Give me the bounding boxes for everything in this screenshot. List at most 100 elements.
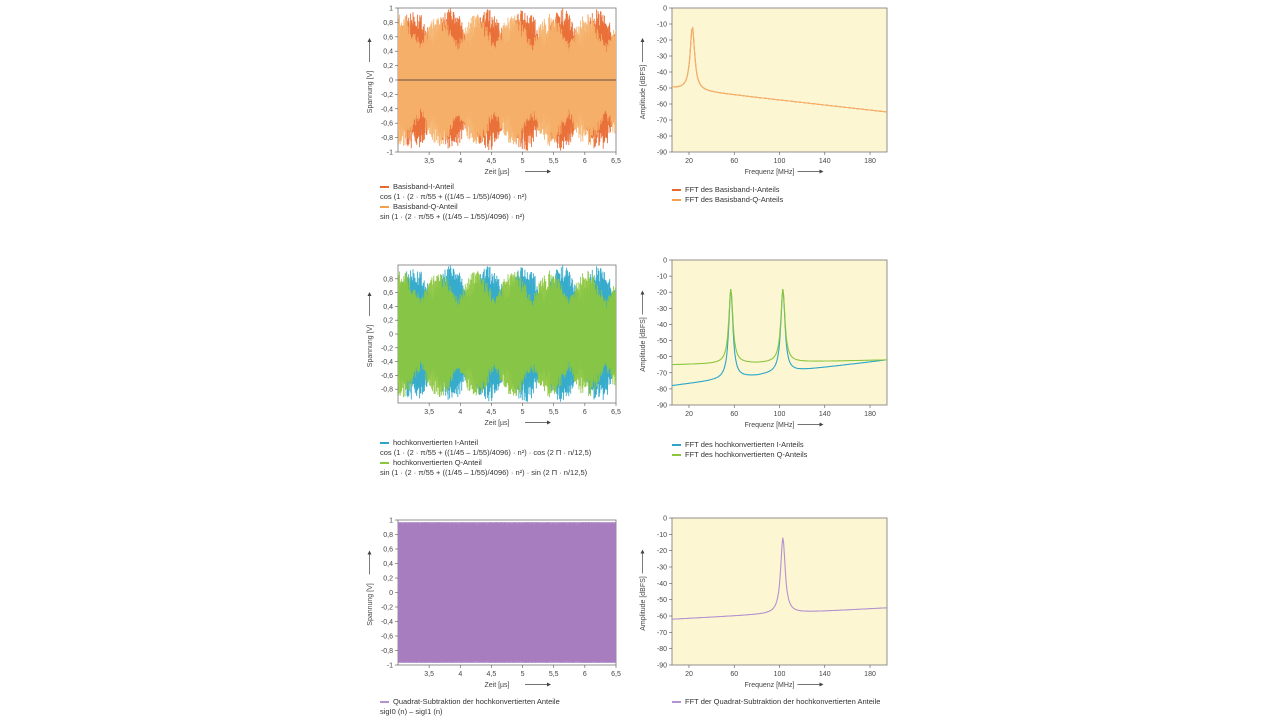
y-tick-label: -70 — [657, 370, 667, 377]
legend-entry: FFT des hochkonvertierten I-Anteils — [672, 440, 807, 450]
y-tick-label: -70 — [657, 630, 667, 637]
y-tick-label: 0 — [389, 78, 393, 85]
x-tick-label: 4,5 — [487, 409, 497, 416]
x-tick-label: 180 — [864, 411, 876, 418]
y-tick-label: -70 — [657, 118, 667, 125]
plot-content — [398, 522, 616, 663]
series-line-2 — [398, 270, 616, 398]
legend-label: FFT des Basisband-Q-Anteils — [685, 195, 784, 204]
legend-label: FFT der Quadrat-Subtraktion der hochkonv… — [685, 697, 881, 706]
legend-formula: cos (1 · (2 · π/55 + ((1/45 – 1/55)/4096… — [380, 192, 527, 201]
y-axis-arrowhead — [367, 292, 372, 296]
legend-swatch — [380, 462, 389, 464]
legend-formula: sin (1 · (2 · π/55 + ((1/45 – 1/55)/4096… — [380, 212, 525, 221]
y-tick-label: 1 — [389, 6, 393, 13]
x-tick-label: 6 — [583, 671, 587, 678]
y-tick-label: -0,6 — [381, 373, 393, 380]
legend-formula: sigI0 (n) – sigI1 (n) — [380, 707, 443, 716]
y-tick-label: 0,6 — [383, 34, 393, 41]
y-axis-label: Spannung [V] — [367, 71, 374, 113]
legend-formula: sin (1 · (2 · π/55 + ((1/45 – 1/55)/4096… — [380, 468, 588, 477]
legend-swatch — [672, 701, 681, 703]
x-axis-arrowhead — [819, 422, 824, 427]
x-tick-label: 5,5 — [549, 158, 559, 165]
y-tick-label: -0,8 — [381, 135, 393, 142]
y-axis-arrowhead — [640, 38, 645, 42]
legend-entry: FFT des hochkonvertierten Q-Anteils — [672, 450, 807, 460]
y-axis-label: Amplitude [dBFS] — [640, 576, 647, 631]
y-tick-label: -0,2 — [381, 605, 393, 612]
y-axis-label: Spannung [V] — [367, 325, 374, 367]
x-tick-label: 6 — [583, 158, 587, 165]
x-axis-label: Frequenz [MHz] — [745, 682, 795, 689]
y-tick-label: -90 — [657, 150, 667, 157]
legend-time-3: Quadrat-Subtraktion der hochkonvertierte… — [380, 697, 560, 717]
x-tick-label: 100 — [774, 158, 786, 165]
y-tick-label: -20 — [657, 548, 667, 555]
y-axis-arrowhead — [367, 38, 372, 42]
x-tick-label: 6,5 — [611, 671, 621, 678]
x-tick-label: 6,5 — [611, 158, 621, 165]
y-tick-label: -0,8 — [381, 387, 393, 394]
y-tick-label: -10 — [657, 274, 667, 281]
x-tick-label: 5 — [521, 158, 525, 165]
legend-label: Quadrat-Subtraktion der hochkonvertierte… — [393, 697, 560, 706]
legend-swatch — [672, 454, 681, 456]
y-tick-label: -0,6 — [381, 121, 393, 128]
y-tick-label: -30 — [657, 306, 667, 313]
y-tick-label: -0,6 — [381, 634, 393, 641]
legend-entry: Quadrat-Subtraktion der hochkonvertierte… — [380, 697, 560, 707]
y-tick-label: 1 — [389, 518, 393, 525]
y-tick-label: -0,8 — [381, 648, 393, 655]
y-tick-label: -60 — [657, 614, 667, 621]
legend-swatch — [672, 444, 681, 446]
series-line-2 — [398, 13, 616, 147]
chart-time-2: 0,8 0,6 0,4 0,2 0 -0,2 -0,4 -0,6 -0,8 3,5 4 4,5 5 5,5… — [367, 264, 621, 427]
x-tick-label: 140 — [819, 411, 831, 418]
y-tick-label: -10 — [657, 22, 667, 29]
legend-label: FFT des hochkonvertierten Q-Anteils — [685, 450, 808, 459]
y-tick-label: 0,8 — [383, 276, 393, 283]
y-axis-label: Amplitude [dBFS] — [640, 65, 647, 120]
y-tick-label: -40 — [657, 322, 667, 329]
legend-swatch — [672, 189, 681, 191]
y-tick-label: 0,6 — [383, 547, 393, 554]
chart-time-1: 1 0,8 0,6 0,4 0,2 0 -0,2 -0,4 -0,6 -0,8 -1 3,5 4 4,5 5… — [367, 6, 621, 177]
y-tick-label: 0,6 — [383, 290, 393, 297]
y-tick-label: -90 — [657, 663, 667, 670]
x-tick-label: 6,5 — [611, 409, 621, 416]
legend-swatch — [380, 442, 389, 444]
legend-entry: FFT des Basisband-Q-Anteils — [672, 195, 783, 205]
y-tick-label: 0 — [389, 332, 393, 339]
chart-time-3: 1 0,8 0,6 0,4 0,2 0 -0,2 -0,4 -0,6 -0,8 -1 3,5 4 4,5 5… — [367, 518, 621, 690]
legend-entry: FFT der Quadrat-Subtraktion der hochkonv… — [672, 697, 880, 707]
x-tick-label: 4 — [458, 409, 462, 416]
x-axis-label: Frequenz [MHz] — [745, 169, 795, 176]
x-tick-label: 20 — [685, 411, 693, 418]
y-tick-label: -60 — [657, 354, 667, 361]
x-axis-arrowhead — [547, 420, 551, 425]
y-tick-label: -20 — [657, 290, 667, 297]
plot-content — [398, 8, 616, 151]
y-tick-label: -0,4 — [381, 359, 393, 366]
y-tick-label: -30 — [657, 54, 667, 61]
y-tick-label: -0,2 — [381, 345, 393, 352]
y-tick-label: -50 — [657, 597, 667, 604]
y-tick-label: 0,2 — [383, 576, 393, 583]
y-tick-label: -90 — [657, 403, 667, 410]
legend-swatch — [380, 186, 389, 188]
x-axis-arrowhead — [819, 682, 824, 687]
y-tick-label: -40 — [657, 70, 667, 77]
x-axis-label: Frequenz [MHz] — [745, 422, 795, 429]
y-tick-label: 0,4 — [383, 561, 393, 568]
legend-label: FFT des Basisband-I-Anteils — [685, 185, 780, 194]
y-tick-label: -0,4 — [381, 619, 393, 626]
legend-time-2: hochkonvertierten I-Anteil cos (1 · (2 · … — [380, 438, 591, 478]
legend-label: Basisband-I-Anteil — [393, 182, 454, 191]
y-axis-label: Amplitude [dBFS] — [640, 317, 647, 372]
y-tick-label: -30 — [657, 565, 667, 572]
legend-label: hochkonvertierten I-Anteil — [393, 438, 479, 447]
y-tick-label: -80 — [657, 134, 667, 141]
x-tick-label: 5,5 — [549, 409, 559, 416]
